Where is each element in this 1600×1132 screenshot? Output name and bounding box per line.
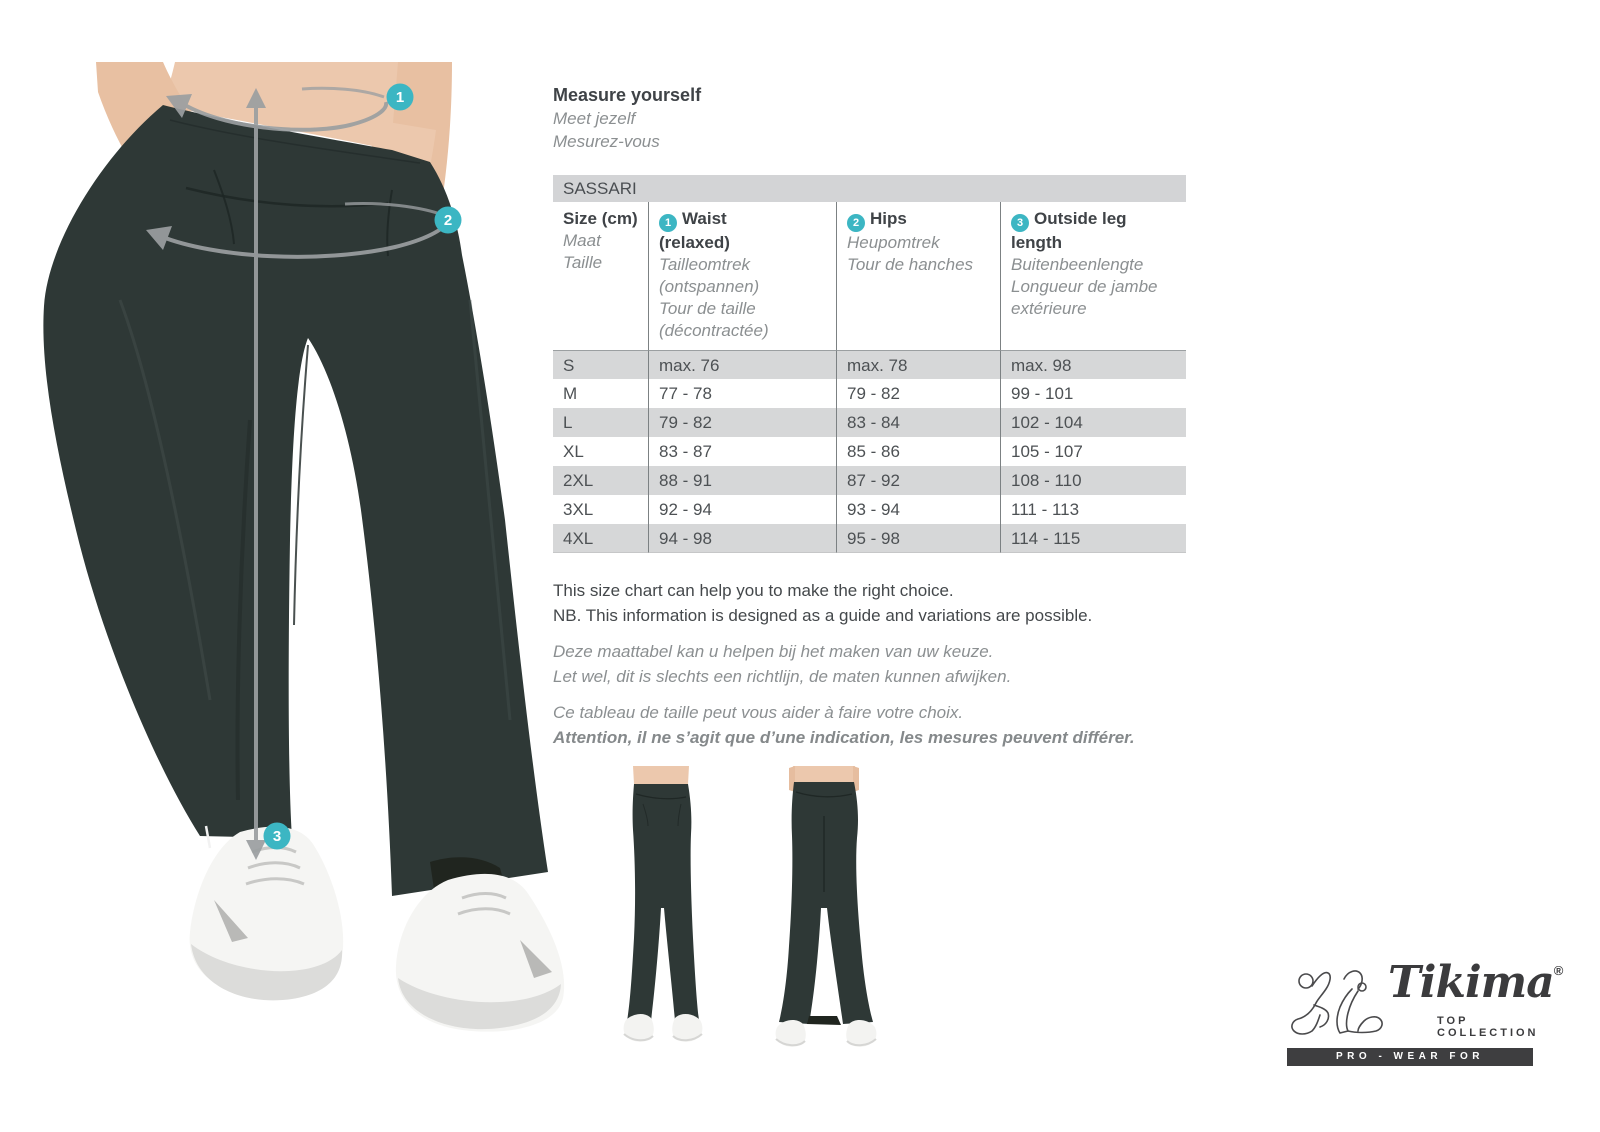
measurement-photo: 1 2 3	[43, 62, 565, 1032]
note-en-line1: This size chart can help you to make the…	[553, 581, 954, 600]
table-cell-leg: 111 - 113	[1001, 495, 1186, 524]
page-title: Measure yourself	[553, 85, 702, 105]
svg-text:2: 2	[444, 212, 452, 229]
table-cell-leg: max. 98	[1001, 350, 1186, 379]
table-cell-leg: 105 - 107	[1001, 437, 1186, 466]
page-title-fr: Mesurez-vous	[553, 132, 660, 151]
column-header-hips: 2 Hips Heupomtrek Tour de hanches	[837, 202, 1001, 350]
marker-3-badge: 3	[263, 822, 291, 850]
table-cell-waist: 77 - 78	[649, 379, 837, 408]
column-header-leg: 3 Outside leg length Buitenbeenlengte Lon…	[1001, 202, 1186, 350]
product-thumbnails	[623, 766, 877, 1047]
table-cell-leg: 99 - 101	[1001, 379, 1186, 408]
note-en-line2: NB. This information is designed as a gu…	[553, 606, 1093, 625]
brand-block: Tikima® TOP COLLECTION PRO - WEAR FOR GR…	[1280, 955, 1563, 1080]
marker-3-legend-badge: 3	[1011, 214, 1029, 232]
size-chart-table: SASSARI Size (cm) Maat Taille 1 Waist (re…	[553, 175, 1186, 553]
table-cell-waist: 83 - 87	[649, 437, 837, 466]
note-fr-line2: Attention, il ne s’agit que d’une indica…	[553, 728, 1135, 747]
table-row-size: M	[553, 379, 649, 408]
registered-mark: ®	[1553, 963, 1564, 978]
pants-front-photo	[623, 766, 703, 1042]
table-cell-waist: 88 - 91	[649, 466, 837, 495]
note-nl-line1: Deze maattabel kan u helpen bij het make…	[553, 642, 994, 661]
table-cell-waist: 92 - 94	[649, 495, 837, 524]
table-row-size: 2XL	[553, 466, 649, 495]
svg-text:1: 1	[396, 89, 404, 106]
table-cell-waist: 94 - 98	[649, 524, 837, 553]
note-fr-line1: Ce tableau de taille peut vous aider à f…	[553, 703, 964, 722]
table-cell-leg: 102 - 104	[1001, 408, 1186, 437]
marker-1-legend-badge: 1	[659, 214, 677, 232]
svg-text:3: 3	[273, 828, 281, 845]
page-title-nl: Meet jezelf	[553, 109, 636, 128]
poodle-logo-icon	[1291, 970, 1383, 1035]
product-name: SASSARI	[553, 175, 1186, 202]
pants-back-photo	[775, 766, 877, 1047]
table-cell-waist: max. 76	[649, 350, 837, 379]
table-cell-hips: max. 78	[837, 350, 1001, 379]
table-cell-hips: 79 - 82	[837, 379, 1001, 408]
table-row-size: 4XL	[553, 524, 649, 553]
column-header-waist: 1 Waist (relaxed) Tailleomtrek (ontspanne…	[649, 202, 837, 350]
brand-subtitle: TOP COLLECTION	[1437, 1015, 1539, 1039]
table-row-size: 3XL	[553, 495, 649, 524]
marker-2-legend-badge: 2	[847, 214, 865, 232]
right-sneaker	[395, 873, 565, 1032]
table-cell-leg: 114 - 115	[1001, 524, 1186, 553]
table-row-size: S	[553, 350, 649, 379]
column-header-size: Size (cm) Maat Taille	[553, 202, 649, 350]
table-row-size: L	[553, 408, 649, 437]
table-cell-hips: 83 - 84	[837, 408, 1001, 437]
left-sneaker	[189, 826, 344, 1001]
measurement-arrows	[146, 86, 450, 860]
table-cell-hips: 87 - 92	[837, 466, 1001, 495]
marker-1-badge: 1	[386, 83, 414, 111]
brand-tagline-bar: PRO - WEAR FOR GROOMERS	[1287, 1048, 1533, 1080]
table-cell-hips: 93 - 94	[837, 495, 1001, 524]
model-figure	[43, 62, 565, 1032]
guidance-notes: This size chart can help you to make the…	[553, 578, 1213, 750]
brand-name: Tikima®	[1388, 957, 1564, 1008]
marker-2-badge: 2	[434, 206, 462, 234]
table-row-size: XL	[553, 437, 649, 466]
waist-arrow	[166, 86, 389, 132]
table-cell-hips: 85 - 86	[837, 437, 1001, 466]
table-cell-hips: 95 - 98	[837, 524, 1001, 553]
note-nl-line2: Let wel, dit is slechts een richtlijn, d…	[553, 667, 1012, 686]
leg-length-arrow	[246, 88, 266, 860]
table-cell-waist: 79 - 82	[649, 408, 837, 437]
table-cell-leg: 108 - 110	[1001, 466, 1186, 495]
